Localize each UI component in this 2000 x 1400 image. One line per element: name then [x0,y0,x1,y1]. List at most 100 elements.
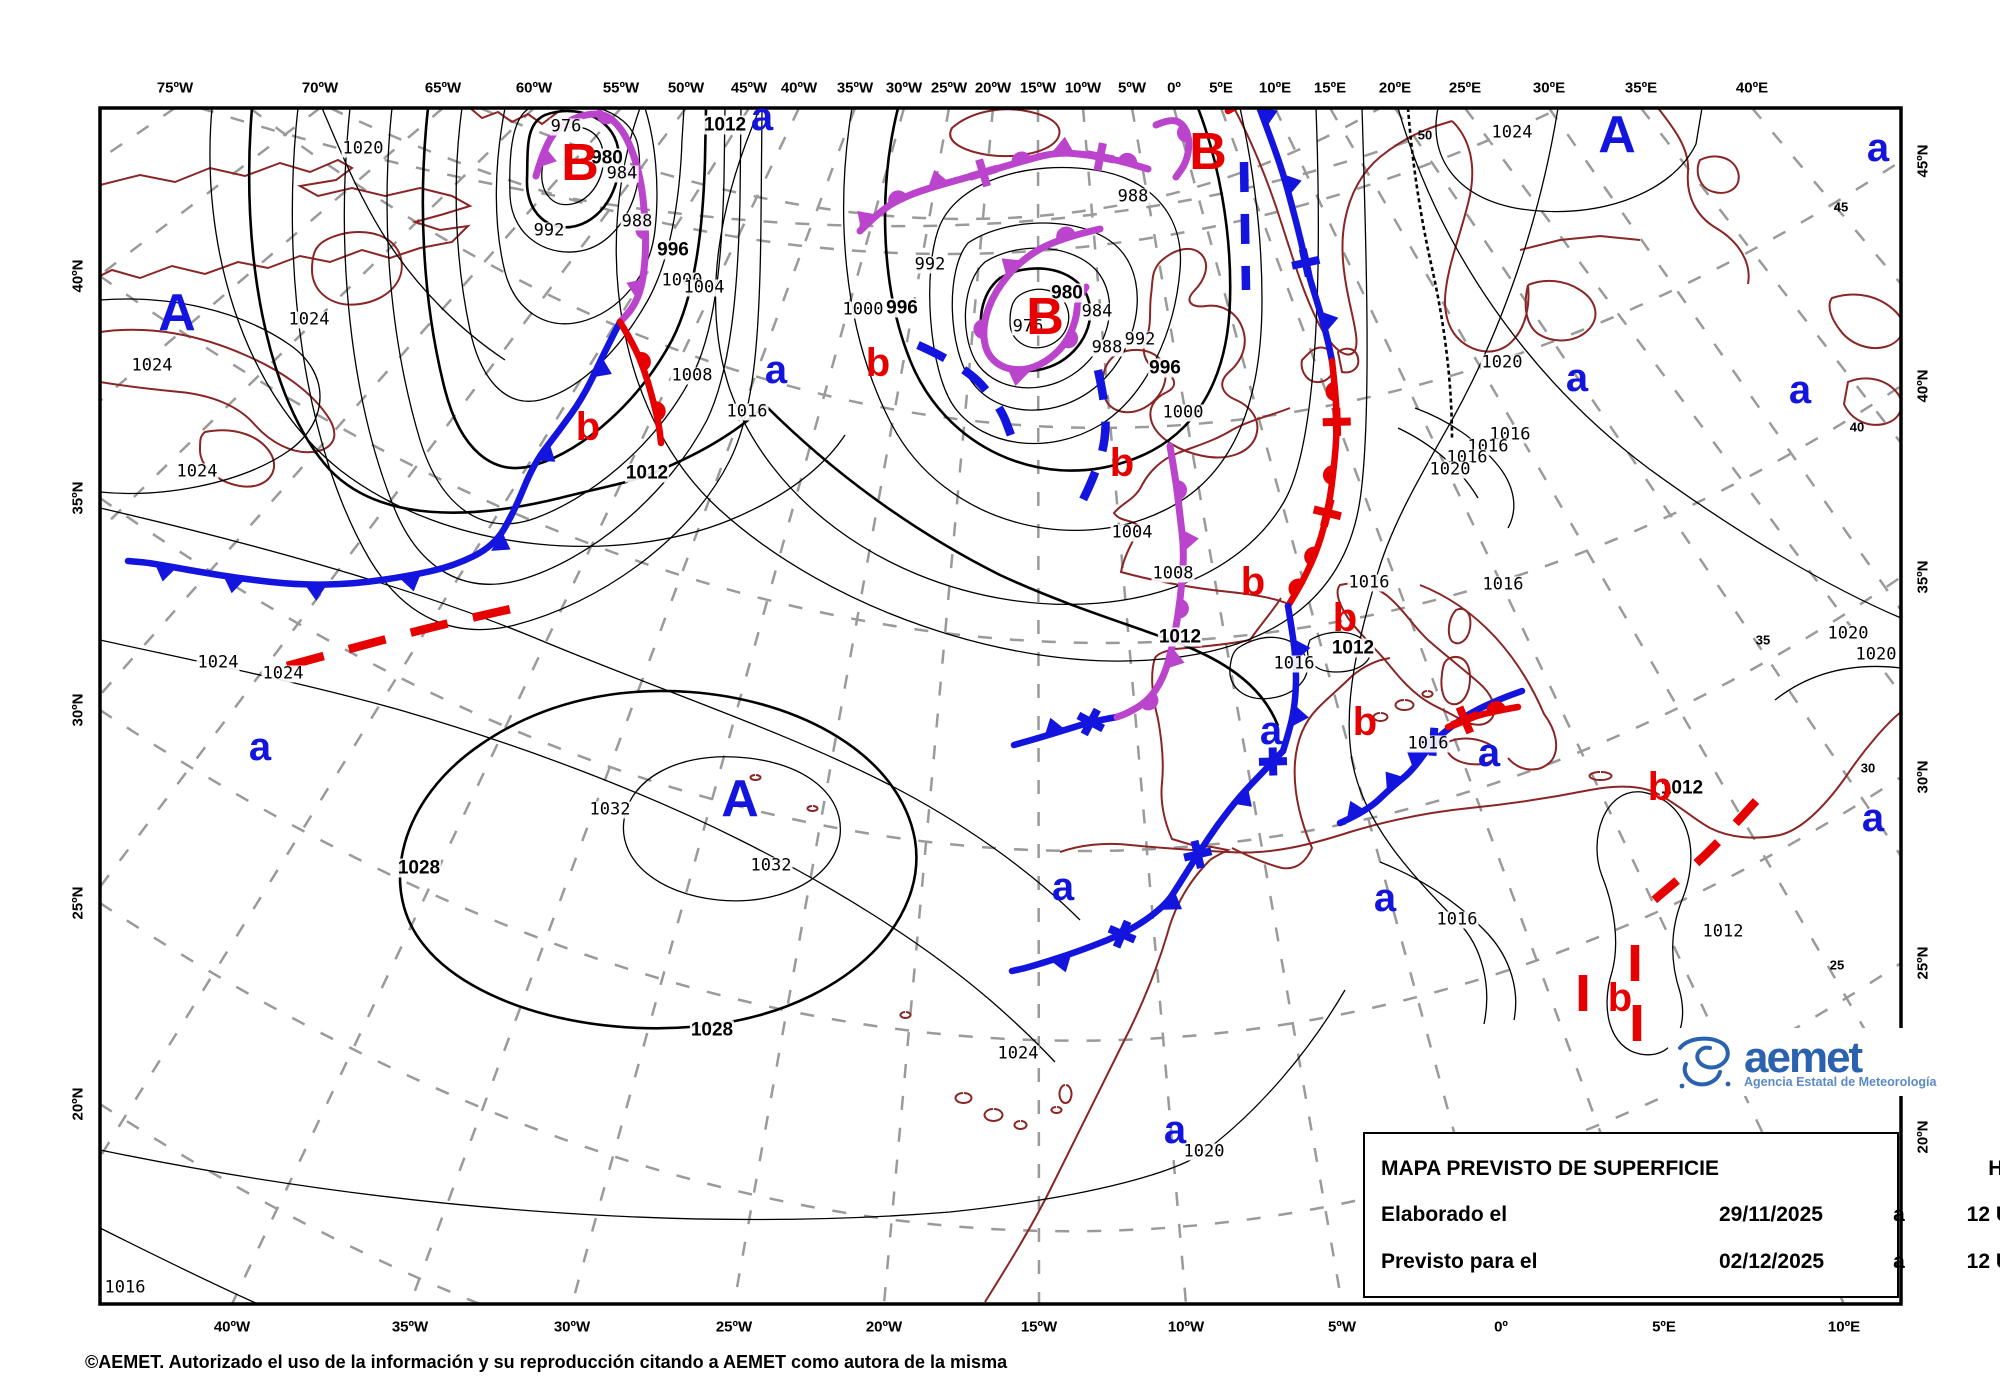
axis-label-top: 0º [1167,79,1181,97]
coast-morocco-atlantic [984,859,1211,1303]
axis-label-right: 45ºN [1914,144,1932,178]
low-center-b: b [1240,560,1266,604]
coast-black-sea [1828,293,1901,349]
isobar-label: 984 [1080,301,1114,322]
warm-front-balearic [1444,700,1522,735]
high-center-a: a [1051,865,1075,909]
axis-label-top: 40ºW [780,79,818,97]
isobar-label: 1016 [1435,909,1479,930]
isobar-label: 1012 [624,462,670,484]
axis-label-top: 10ºW [1064,79,1102,97]
cold-front-norway-cross-symbol [1291,248,1321,278]
isobar-label: 1024 [261,663,305,684]
isobar-1012-africa-loop [1596,791,1692,1056]
coast-great-britain [1142,247,1259,459]
graticule-parallel [100,274,1901,645]
graticule-parallel [100,708,1901,1042]
coast-madeira [899,1011,912,1019]
cold-front-west-atlantic-tri-symbol [304,584,327,601]
graticule-meridian [100,108,622,696]
forecast-info-box: MAPA PREVISTO DE SUPERFICIE H+72 Elabora… [1363,1132,2000,1298]
graticule-meridian [100,108,687,888]
warm-front-germany-cross-symbol [1312,498,1342,528]
graticule-number: 40 [1849,419,1865,435]
low-center-b: b [1607,976,1633,1020]
isobar-label: 996 [1148,357,1182,379]
axis-label-top: 10ºE [1258,79,1292,97]
cold-front-norway-tri-symbol [1258,108,1278,127]
occluded-front-labrador-tri-symbol [538,146,557,168]
low-center-b: b [575,405,601,449]
low-center-b: b [865,341,891,385]
isobar-1024-mid [100,639,1056,1063]
isobar-label: 1004 [1110,522,1154,543]
high-center-a: a [764,348,788,392]
coast-denmark-isles [1336,347,1360,374]
trough-line-2 [1076,369,1110,508]
copyright-text: ©AEMET. Autorizado el uso de la informac… [85,1352,1008,1372]
occluded-band-north-atlantic-semi-symbol [1011,151,1032,165]
high-center-a: a [1788,368,1812,412]
warm-front-germany [1284,357,1351,610]
isobar-label: 988 [1090,337,1124,358]
isobar-1016-africa [1379,861,1517,1021]
graticule-meridian [1172,108,1503,1304]
axis-label-top: 20ºE [1378,79,1412,97]
axis-label-top: 5ºE [1209,79,1233,97]
isobar-label: 1000 [841,299,885,320]
isobar-label: 1004 [682,277,726,298]
cold-front-norway-tri-symbol [1320,311,1339,333]
coast-sardinia [1440,656,1472,706]
instability-line-gibraltar-x-symbol [1076,707,1106,737]
isobar-1016-spain-loop [1229,636,1309,700]
isobar-1020-right-edge [1774,665,1901,701]
axis-label-bottom: 5ºW [1328,1318,1356,1336]
axis-label-left: 35ºN [69,481,87,515]
graticule-meridian [1036,108,1041,1304]
occluded-hook-norway-semi-symbol [1176,123,1190,143]
isobar-984-labrador [509,108,641,253]
occluded-spiral-central-low [973,225,1104,387]
cold-front-west-atlantic-tri-symbol [491,531,511,551]
graticule-meridian [1393,108,1901,857]
isobar-label: 1024 [287,309,331,330]
axis-label-left: 30ºN [69,693,87,727]
axis-label-left: 20ºN [69,1087,87,1121]
isobar-label: 1024 [196,652,240,673]
isobar-988-labrador [495,108,658,325]
graticule-parallel [479,108,1381,221]
graticule-meridian [1640,108,1901,444]
coast-canary-islands [954,1084,1073,1130]
axis-label-bottom: 10ºE [1827,1318,1861,1336]
info-elaborado-date: 29/11/2025 [1719,1203,1823,1226]
instability-line-spain-line [1008,747,1287,975]
instability-line-gibraltar-tri-symbol [1044,717,1066,737]
lat-lon-graticule [100,108,1901,1304]
low-center-b: b [1647,765,1673,809]
isobar-label: 980 [1050,282,1084,304]
axis-label-right: 35ºN [1914,560,1932,594]
occluded-spiral-central-low-semi-symbol [1056,226,1076,239]
trough-line-3 [1239,161,1251,291]
low-center-B: B [1026,288,1064,346]
isobar-label: 1016 [1406,733,1450,754]
occluded-band-north-atlantic [856,136,1152,235]
axis-label-bottom: 20ºW [865,1318,903,1336]
low-center-B: B [1189,123,1227,181]
isobar-1016-alps-2 [1397,427,1479,499]
axis-label-bottom: 10ºW [1167,1318,1205,1336]
red-dashed-arc-sardinia [1650,798,1760,905]
low-center-B: B [561,134,599,192]
axis-label-top: 5ºW [1118,79,1146,97]
aemet-logo-word: aemet [1744,1032,1863,1082]
axis-label-left: 25ºN [69,886,87,920]
isobar-1024-nw [100,298,321,495]
cold-front-west-atlantic-tri-symbol [535,443,556,462]
axis-label-bottom: 5ºE [1652,1318,1676,1336]
graticule-parallel [100,1102,1901,1304]
coast-novascotia [100,328,336,454]
cold-front-west-atlantic-tri-symbol [399,573,421,592]
cold-front-norway [1256,108,1339,365]
isobar-1016-alps-1 [1414,407,1515,529]
